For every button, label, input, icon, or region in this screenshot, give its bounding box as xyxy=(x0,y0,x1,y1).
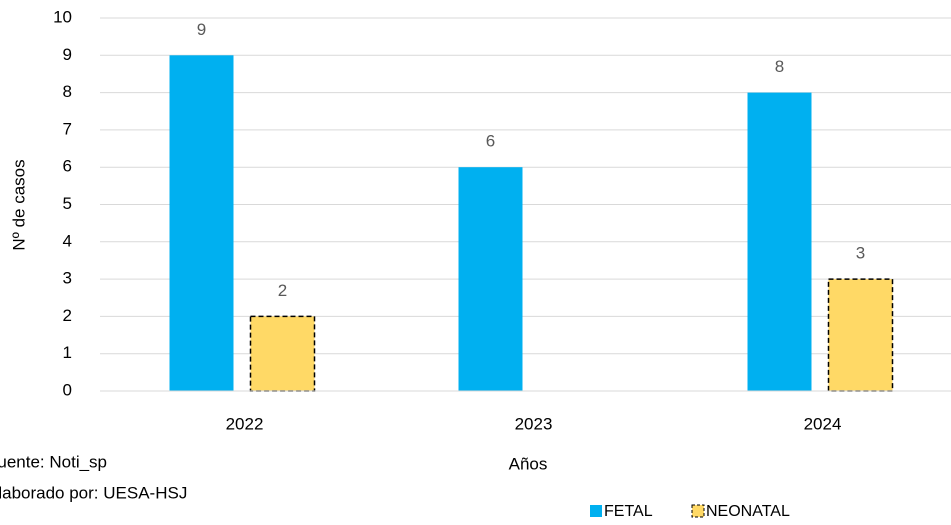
y-tick-label: 3 xyxy=(63,269,72,288)
y-tick-label: 7 xyxy=(63,119,72,138)
bar xyxy=(747,92,812,391)
data-label: 3 xyxy=(856,244,865,263)
bar xyxy=(827,278,894,392)
bar xyxy=(249,315,316,392)
bar xyxy=(458,167,523,391)
y-tick-label: 9 xyxy=(63,45,72,64)
y-tick-label: 4 xyxy=(63,231,72,250)
credit-note: Elaborado por: UESA-HSJ xyxy=(0,483,187,502)
legend-swatch xyxy=(691,504,705,518)
y-axis-title: Nº de casos xyxy=(9,159,28,250)
legend-label: FETAL xyxy=(604,503,653,520)
y-tick-label: 6 xyxy=(63,157,72,176)
y-tick-label: 2 xyxy=(63,306,72,325)
data-label: 8 xyxy=(775,57,784,76)
y-tick-label: 8 xyxy=(63,82,72,101)
bar xyxy=(169,55,234,392)
data-label: 6 xyxy=(486,132,495,151)
data-label: 9 xyxy=(197,20,206,39)
y-tick-label: 0 xyxy=(63,380,72,399)
x-axis-title: Años xyxy=(509,454,548,473)
data-label: 2 xyxy=(278,281,287,300)
y-tick-label: 1 xyxy=(63,343,72,362)
y-tick-label: 10 xyxy=(53,7,72,26)
legend-label: NEONATAL xyxy=(706,503,790,520)
x-tick-label: 2024 xyxy=(804,414,842,433)
source-note: Fuente: Noti_sp xyxy=(0,452,107,471)
x-tick-label: 2023 xyxy=(515,414,553,433)
y-tick-label: 5 xyxy=(63,194,72,213)
x-tick-label: 2022 xyxy=(226,414,264,433)
legend-swatch xyxy=(590,505,602,517)
